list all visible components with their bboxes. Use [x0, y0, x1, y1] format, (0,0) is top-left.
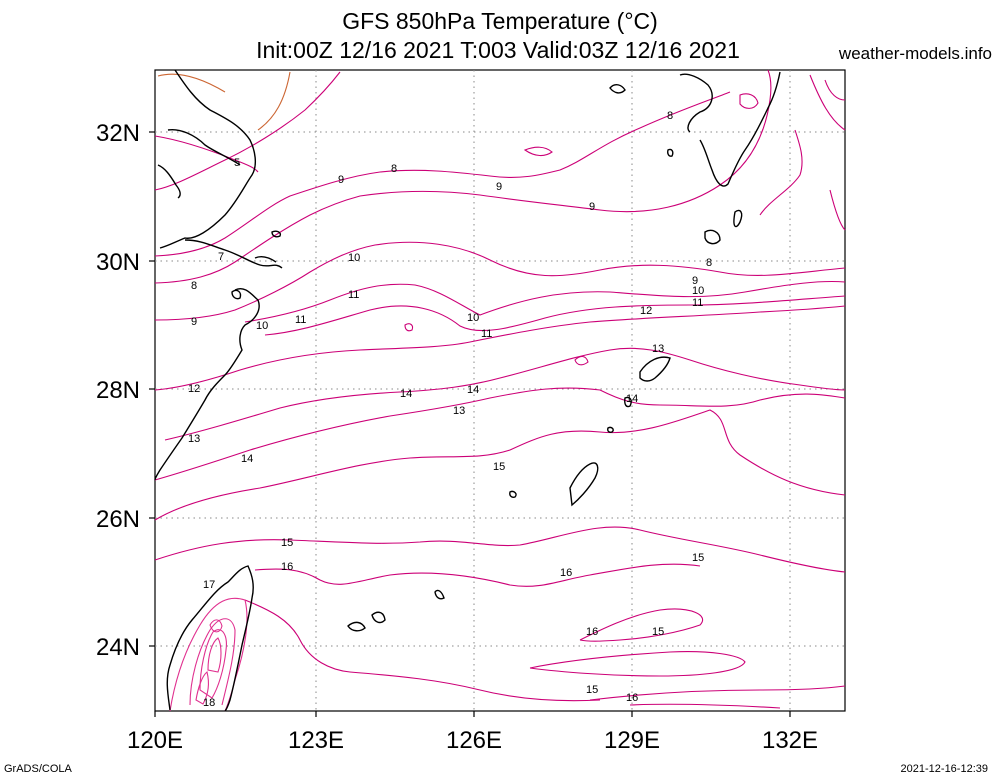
contour-label: 10	[256, 320, 268, 332]
contour-label: 10	[467, 312, 479, 324]
contour-label: 14	[241, 453, 253, 465]
footer-credit: GrADS/COLA	[4, 763, 72, 775]
contour-label: 15	[493, 461, 505, 473]
coastlines	[154, 69, 781, 712]
contour-label: 16	[560, 567, 572, 579]
contour-label: 9	[496, 181, 502, 193]
axis-ticks	[149, 131, 791, 717]
map-subtitle: Init:00Z 12/16 2021 T:003 Valid:03Z 12/1…	[256, 37, 740, 63]
contour-label: 17	[203, 579, 215, 591]
contour-label: 14	[400, 388, 412, 400]
lat-label: 30N	[96, 249, 140, 276]
contour-label: 11	[295, 314, 306, 326]
lat-label: 28N	[96, 377, 140, 404]
lat-label: 32N	[96, 120, 140, 147]
lon-label: 129E	[604, 727, 660, 754]
contour-label: 14	[467, 384, 479, 396]
contour-label: 8	[191, 280, 197, 292]
footer-timestamp: 2021-12-16-12:39	[900, 763, 988, 775]
taiwan-isotherms	[169, 597, 248, 712]
contour-label: 13	[188, 433, 200, 445]
map-title: GFS 850hPa Temperature (°C)	[342, 8, 658, 34]
contour-label: 15	[692, 552, 704, 564]
contour-label: 11	[348, 289, 359, 301]
lon-label: 120E	[127, 727, 183, 754]
contour-label: 8	[667, 110, 673, 122]
contour-label: 13	[652, 343, 664, 355]
lon-label: 123E	[288, 727, 344, 754]
contour-label: 7	[218, 251, 224, 263]
contour-label: 13	[453, 405, 465, 417]
contour-label: 10	[692, 285, 704, 297]
site-credit: weather-models.info	[838, 44, 992, 63]
contour-label: 16	[626, 692, 638, 704]
contour-label: 12	[640, 305, 652, 317]
contour-label: 9	[589, 201, 595, 213]
contour-label: 9	[191, 316, 197, 328]
contour-label: 11	[481, 328, 492, 340]
contour-label: 15	[586, 684, 598, 696]
contour-label: 10	[348, 252, 360, 264]
contour-label: 16	[281, 561, 293, 573]
contour-label: 9	[338, 174, 344, 186]
lon-label: 132E	[762, 727, 818, 754]
contour-label: 8	[706, 257, 712, 269]
isotherms	[154, 69, 846, 709]
contour-label: 5	[234, 157, 240, 169]
contour-label: 15	[281, 537, 293, 549]
contour-label: 15	[652, 626, 664, 638]
contour-label: 9	[692, 275, 698, 287]
contour-label: 12	[188, 383, 200, 395]
contour-label: 8	[391, 163, 397, 175]
lat-label: 26N	[96, 506, 140, 533]
grid-lines	[155, 70, 845, 711]
lon-label: 126E	[446, 727, 502, 754]
contour-label: 11	[692, 297, 703, 309]
contour-label: 14	[626, 393, 638, 405]
lat-label: 24N	[96, 634, 140, 661]
contour-label: 16	[586, 626, 598, 638]
contour-label: 18	[203, 697, 215, 709]
contour-labels: 5 8 9 9 9 8 7 8 9 10 11 10 11 11 10 8 9 …	[188, 110, 712, 709]
